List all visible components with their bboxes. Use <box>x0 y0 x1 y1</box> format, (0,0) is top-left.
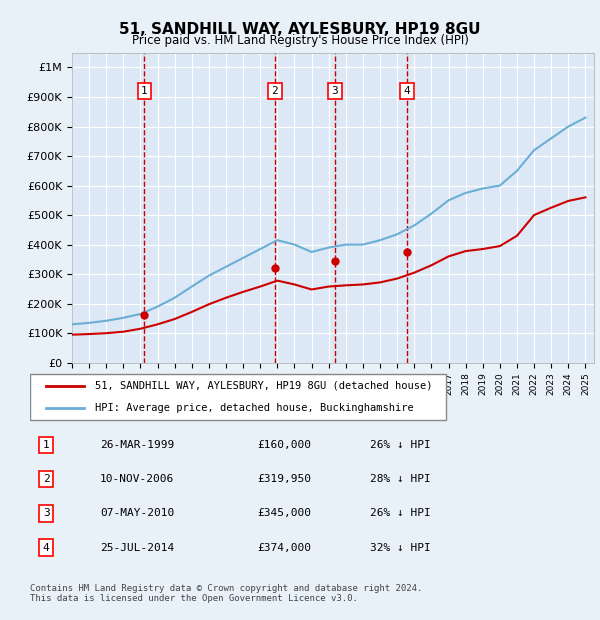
Text: HPI: Average price, detached house, Buckinghamshire: HPI: Average price, detached house, Buck… <box>95 403 413 413</box>
Text: 51, SANDHILL WAY, AYLESBURY, HP19 8GU: 51, SANDHILL WAY, AYLESBURY, HP19 8GU <box>119 22 481 37</box>
Text: 2: 2 <box>272 86 278 96</box>
Text: Contains HM Land Registry data © Crown copyright and database right 2024.
This d: Contains HM Land Registry data © Crown c… <box>30 584 422 603</box>
Text: 3: 3 <box>332 86 338 96</box>
Text: 26-MAR-1999: 26-MAR-1999 <box>100 440 175 450</box>
Text: 4: 4 <box>43 542 50 552</box>
Text: £374,000: £374,000 <box>257 542 311 552</box>
Text: 2: 2 <box>43 474 50 484</box>
Text: 26% ↓ HPI: 26% ↓ HPI <box>370 508 431 518</box>
Text: 26% ↓ HPI: 26% ↓ HPI <box>370 440 431 450</box>
Text: 28% ↓ HPI: 28% ↓ HPI <box>370 474 431 484</box>
Text: £319,950: £319,950 <box>257 474 311 484</box>
Text: 10-NOV-2006: 10-NOV-2006 <box>100 474 175 484</box>
Text: 25-JUL-2014: 25-JUL-2014 <box>100 542 175 552</box>
Text: 1: 1 <box>43 440 50 450</box>
Text: 3: 3 <box>43 508 50 518</box>
Text: £345,000: £345,000 <box>257 508 311 518</box>
Text: Price paid vs. HM Land Registry's House Price Index (HPI): Price paid vs. HM Land Registry's House … <box>131 34 469 47</box>
Text: 32% ↓ HPI: 32% ↓ HPI <box>370 542 431 552</box>
Text: 4: 4 <box>404 86 410 96</box>
Text: 07-MAY-2010: 07-MAY-2010 <box>100 508 175 518</box>
Text: 1: 1 <box>141 86 148 96</box>
Text: 51, SANDHILL WAY, AYLESBURY, HP19 8GU (detached house): 51, SANDHILL WAY, AYLESBURY, HP19 8GU (d… <box>95 381 432 391</box>
Text: £160,000: £160,000 <box>257 440 311 450</box>
FancyBboxPatch shape <box>30 374 446 420</box>
